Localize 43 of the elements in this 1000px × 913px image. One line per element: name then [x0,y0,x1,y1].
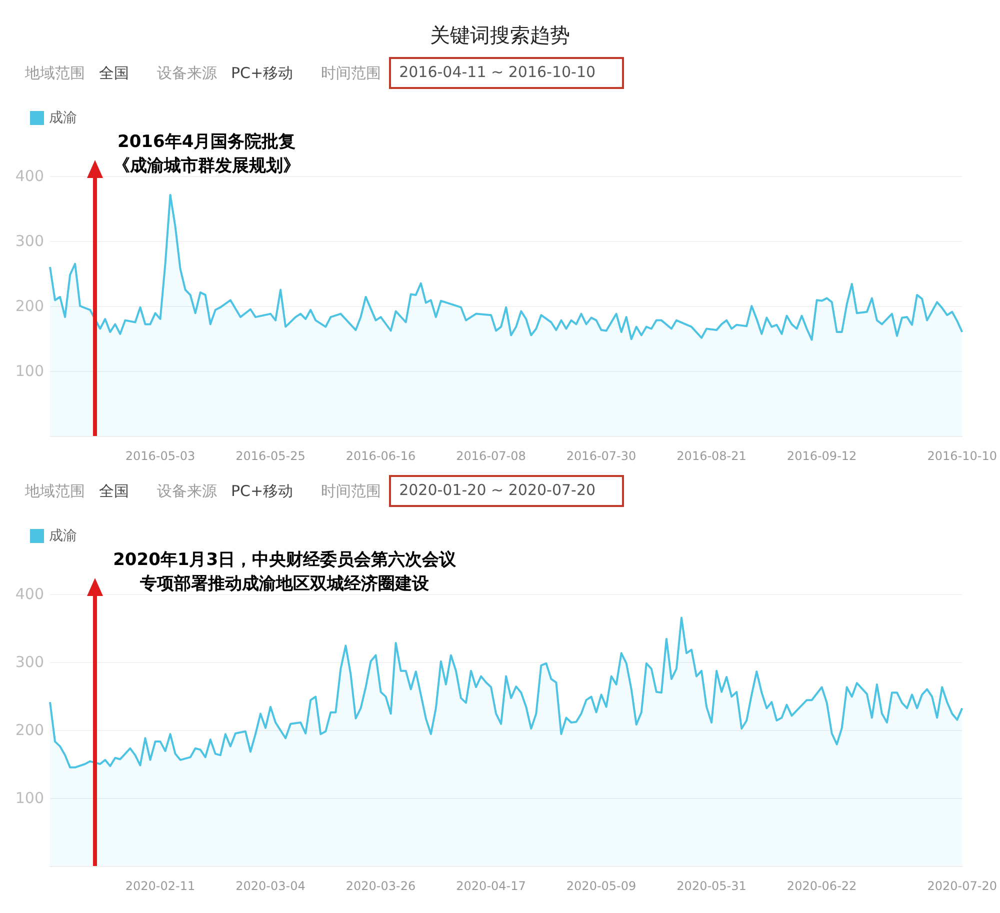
text: 设备来源 [157,64,217,82]
text: 全国 [99,482,129,500]
x-tick-label: 2020-06-22 [786,879,857,893]
x-tick-label: 2020-03-04 [236,879,306,893]
text: 2020年1月3日，中央财经委员会第六次会议 [113,549,456,572]
text: 2016-04-11 ~ 2016-10-10 [389,57,624,89]
text: 时间范围 [321,482,382,500]
chart-title: 关键词搜索趋势 [429,22,571,49]
text: 专项部署推动成渝地区双城经济圈建设 [139,573,430,596]
x-tick-label: 2020-05-09 [566,879,636,893]
x-tick-label: 2020-02-11 [125,879,196,893]
text: 设备来源 [157,482,217,500]
x-tick-label: 2020-04-17 [456,879,526,893]
x-tick-label: 2016-05-25 [236,449,306,463]
x-tick-label: 2016-08-21 [676,449,746,463]
y-tick-label: 400 [15,167,44,185]
y-tick-label: 100 [15,789,44,807]
y-tick-label: 400 [15,585,44,603]
x-tick-label: 2016-05-03 [125,449,196,463]
text: 时间范围 [321,64,382,82]
text: 地域范围 [25,482,85,500]
x-tick-label: 2016-07-30 [566,449,636,463]
x-tick-label: 2020-03-26 [346,879,416,893]
x-tick-label: 2016-07-08 [456,449,526,463]
text: PC+移动 [231,482,294,500]
y-tick-label: 100 [15,362,44,380]
text: 2016年4月国务院批复 [116,131,297,154]
text: 2020-01-20 ~ 2020-07-20 [389,475,624,507]
text: 全国 [99,64,129,82]
y-tick-label: 300 [15,653,44,671]
y-tick-label: 300 [15,232,44,250]
y-tick-label: 200 [15,297,44,315]
text: PC+移动 [231,64,294,82]
x-tick-label: 2016-10-10 [927,449,998,463]
legend-label: 成渝 [49,110,77,126]
x-tick-label: 2020-05-31 [676,879,746,893]
text: 地域范围 [25,64,85,82]
text: 《成渝城市群发展规划》 [113,155,300,178]
x-tick-label: 2020-07-20 [927,879,998,893]
legend-label: 成渝 [49,528,77,544]
x-tick-label: 2016-09-12 [786,449,857,463]
x-tick-label: 2016-06-16 [346,449,416,463]
y-tick-label: 200 [15,721,44,739]
